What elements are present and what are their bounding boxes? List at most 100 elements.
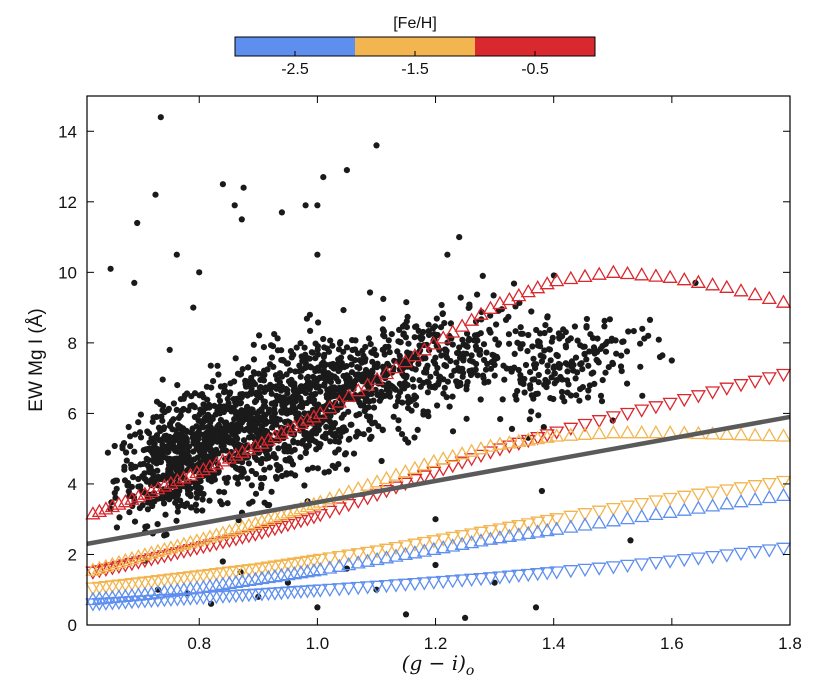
star-point [204, 396, 211, 403]
star-point [538, 358, 546, 365]
star-point [197, 424, 204, 431]
star-point [278, 394, 285, 401]
x-tick-label: 1.8 [778, 634, 802, 653]
star-point [302, 202, 309, 209]
star-point [367, 341, 374, 348]
model-marker [195, 531, 212, 545]
star-point [234, 370, 242, 377]
model-marker [388, 548, 404, 562]
star-point [173, 251, 180, 258]
star-point [329, 392, 336, 400]
model-marker [539, 567, 555, 581]
star-point [568, 358, 576, 365]
y-tick-label: 8 [68, 334, 77, 353]
star-point [586, 382, 594, 389]
star-point [263, 455, 270, 462]
colorbar-segment [475, 37, 595, 56]
star-point [160, 500, 168, 507]
model-marker [492, 436, 508, 450]
star-point [260, 445, 267, 452]
model-marker [761, 489, 777, 504]
model-marker [454, 536, 470, 550]
star-point [528, 408, 535, 415]
model-marker [215, 453, 231, 467]
star-point [533, 326, 540, 334]
model-marker [397, 463, 414, 478]
star-point [182, 434, 189, 441]
star-point [150, 445, 157, 452]
star-point [317, 388, 324, 395]
star-point [593, 356, 600, 363]
star-point [425, 413, 432, 420]
model-marker [501, 570, 518, 584]
star-point [146, 499, 154, 506]
star-point [546, 326, 553, 333]
star-point [165, 468, 172, 475]
star-point [142, 476, 149, 483]
star-point [266, 501, 273, 509]
star-point [148, 435, 155, 442]
model-marker [733, 283, 749, 297]
star-point [325, 468, 332, 475]
star-point [154, 467, 161, 474]
star-point [215, 423, 222, 430]
model-marker [397, 540, 414, 554]
model-marker [286, 503, 303, 517]
star-point [473, 360, 480, 368]
model-marker [482, 438, 499, 452]
star-point [551, 363, 558, 370]
model-marker [619, 510, 636, 525]
star-point [243, 383, 250, 390]
star-point [245, 460, 252, 467]
model-marker [350, 555, 366, 569]
star-point [252, 470, 260, 478]
star-point [128, 483, 135, 490]
star-point [315, 401, 322, 408]
star-point [242, 377, 249, 384]
star-point [234, 475, 241, 482]
star-point [431, 331, 438, 338]
star-point [111, 442, 118, 450]
star-point [279, 402, 286, 409]
star-point [522, 361, 530, 369]
colorbar: [Fe/H] -2.5 -1.5 -0.5 [234, 15, 596, 78]
star-point [639, 392, 646, 399]
star-point [250, 341, 257, 348]
star-point [242, 407, 249, 414]
star-point [292, 368, 299, 375]
model-marker [359, 581, 376, 595]
star-point [639, 325, 646, 332]
star-point [295, 393, 302, 400]
model-marker [704, 498, 721, 512]
star-point [378, 457, 385, 465]
star-point [246, 434, 253, 441]
star-point [491, 579, 498, 586]
star-point [224, 500, 231, 507]
star-point [274, 347, 281, 354]
star-point [123, 449, 130, 456]
model-marker [619, 407, 636, 422]
model-marker [591, 562, 607, 576]
star-point [220, 403, 228, 410]
star-point [345, 408, 352, 415]
star-point [372, 386, 379, 393]
star-point [104, 449, 111, 456]
model-marker [482, 572, 499, 586]
model-marker [775, 542, 792, 557]
model-marker [435, 539, 451, 554]
star-point [141, 470, 148, 477]
star-point [367, 435, 374, 442]
star-point [246, 428, 254, 435]
star-point [177, 423, 184, 430]
star-point [302, 382, 310, 389]
star-point [594, 335, 601, 342]
star-point [144, 523, 151, 530]
model-marker [501, 521, 518, 535]
star-point [590, 369, 597, 376]
star-point [252, 490, 260, 497]
star-point [464, 330, 471, 337]
model-marker [605, 424, 622, 439]
star-point [379, 363, 386, 370]
model-marker [775, 294, 792, 308]
star-point [192, 484, 199, 491]
